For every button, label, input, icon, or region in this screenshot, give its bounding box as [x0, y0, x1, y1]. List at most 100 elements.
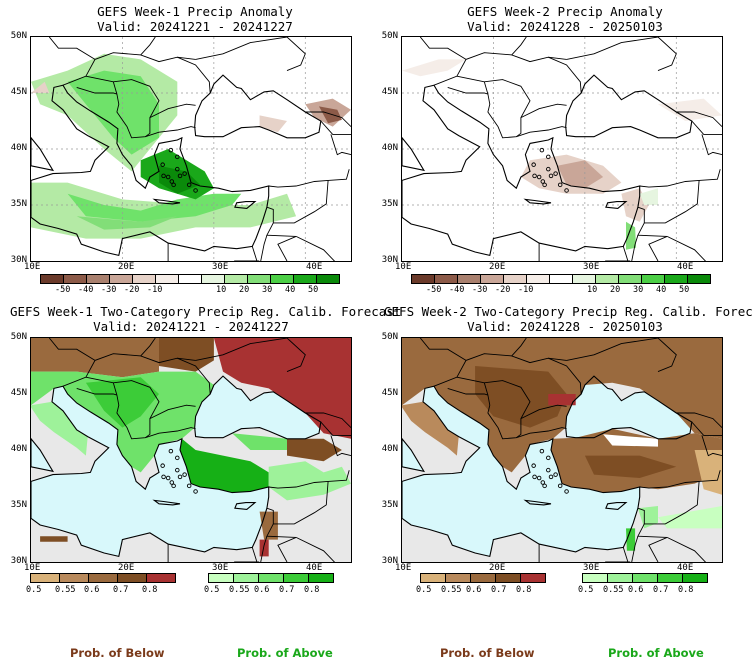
- prob-below-label-week1: Prob. of Below: [70, 646, 165, 660]
- prob-tick-label: 0.6: [466, 585, 482, 595]
- colorbar-tick-label: 40: [656, 285, 667, 295]
- colorbar-tick-label: -40: [78, 285, 94, 295]
- colorbar-swatch: [549, 274, 573, 284]
- prob-tick-label: 0.7: [491, 585, 507, 595]
- colorbar-swatch: [30, 573, 60, 583]
- prob-tick-label: 0.55: [55, 585, 76, 595]
- lat-label: 45N: [10, 388, 27, 398]
- map-week1-anomaly: [30, 36, 352, 262]
- lat-label: 50N: [381, 332, 398, 342]
- colorbar-swatch: [178, 274, 202, 284]
- colorbar-swatch: [470, 573, 496, 583]
- prob-above-label-week1: Prob. of Above: [237, 646, 333, 660]
- colorbar-tick-label: -50: [426, 285, 442, 295]
- colorbar-swatch: [503, 274, 527, 284]
- colorbar-swatch: [293, 274, 317, 284]
- colorbar-swatch: [520, 573, 546, 583]
- colorbar-swatch: [572, 274, 596, 284]
- lat-label: 35N: [10, 199, 27, 209]
- map-week1-probability: [30, 337, 352, 563]
- colorbar-swatch: [146, 573, 176, 583]
- lon-label: 40E: [306, 563, 323, 573]
- lon-label: 20E: [118, 262, 135, 272]
- lon-label: 30E: [583, 262, 600, 272]
- lat-label: 30N: [381, 556, 398, 566]
- panel-2-title-text: GEFS Week-2 Precip Anomaly: [467, 4, 663, 19]
- colorbar-swatch: [258, 573, 284, 583]
- colorbar-swatch: [657, 573, 683, 583]
- prob-above-colorbar-week1: [208, 573, 334, 583]
- colorbar-swatch: [283, 573, 309, 583]
- colorbar-tick-label: 10: [216, 285, 227, 295]
- colorbar-swatch: [63, 274, 87, 284]
- colorbar-tick-label: 40: [285, 285, 296, 295]
- colorbar-tick-label: -30: [472, 285, 488, 295]
- lat-label: 45N: [381, 87, 398, 97]
- colorbar-tick-label: 30: [262, 285, 273, 295]
- lon-label: 30E: [212, 563, 229, 573]
- lon-label: 10E: [24, 262, 41, 272]
- lat-label: 30N: [381, 255, 398, 265]
- colorbar-tick-label: -20: [495, 285, 511, 295]
- colorbar-swatch: [247, 274, 271, 284]
- colorbar-swatch: [526, 274, 550, 284]
- colorbar-swatch: [233, 573, 259, 583]
- colorbar-tick-label: 30: [633, 285, 644, 295]
- colorbar-tick-label: -10: [518, 285, 534, 295]
- colorbar-swatch: [632, 573, 658, 583]
- lat-label: 40N: [381, 143, 398, 153]
- anomaly-colorbar-week1: [40, 274, 340, 284]
- colorbar-swatch: [155, 274, 179, 284]
- lon-label: 40E: [677, 262, 694, 272]
- colorbar-swatch: [607, 573, 633, 583]
- colorbar-swatch: [618, 274, 642, 284]
- colorbar-tick-label: -20: [124, 285, 140, 295]
- panel-3-valid: Valid: 20241221 - 20241227: [93, 319, 289, 334]
- prob-tick-label: 0.5: [204, 585, 220, 595]
- lon-label: 10E: [395, 262, 412, 272]
- colorbar-tick-label: -30: [101, 285, 117, 295]
- lon-label: 20E: [489, 262, 506, 272]
- lat-label: 35N: [381, 199, 398, 209]
- colorbar-tick-label: 50: [308, 285, 319, 295]
- lon-label: 20E: [118, 563, 135, 573]
- prob-tick-label: 0.8: [516, 585, 532, 595]
- colorbar-swatch: [109, 274, 133, 284]
- colorbar-swatch: [132, 274, 156, 284]
- map-week2-probability: [401, 337, 723, 563]
- prob-tick-label: 0.55: [229, 585, 250, 595]
- lon-label: 20E: [489, 563, 506, 573]
- colorbar-swatch: [308, 573, 334, 583]
- prob-above-label-week2: Prob. of Above: [608, 646, 704, 660]
- prob-tick-label: 0.7: [113, 585, 129, 595]
- prob-tick-label: 0.6: [628, 585, 644, 595]
- lat-label: 45N: [10, 87, 27, 97]
- lat-label: 30N: [10, 556, 27, 566]
- prob-tick-label: 0.5: [26, 585, 42, 595]
- colorbar-swatch: [445, 573, 471, 583]
- lon-label: 10E: [395, 563, 412, 573]
- prob-tick-label: 0.7: [279, 585, 295, 595]
- lon-label: 30E: [212, 262, 229, 272]
- colorbar-tick-label: -40: [449, 285, 465, 295]
- lat-label: 40N: [10, 444, 27, 454]
- prob-tick-label: 0.55: [603, 585, 624, 595]
- panel-4-valid: Valid: 20241228 - 20250103: [467, 319, 663, 334]
- prob-tick-label: 0.5: [578, 585, 594, 595]
- anomaly-colorbar-week2: [411, 274, 711, 284]
- colorbar-swatch: [582, 573, 608, 583]
- colorbar-swatch: [86, 274, 110, 284]
- colorbar-swatch: [420, 573, 446, 583]
- panel-3-title-text: GEFS Week-1 Two-Category Precip Reg. Cal…: [10, 304, 402, 319]
- colorbar-swatch: [687, 274, 711, 284]
- prob-tick-label: 0.8: [304, 585, 320, 595]
- panel-2-title: GEFS Week-2 Precip Anomaly Valid: 202412…: [400, 4, 730, 34]
- lon-label: 10E: [24, 563, 41, 573]
- colorbar-tick-label: 10: [587, 285, 598, 295]
- lat-label: 50N: [381, 31, 398, 41]
- prob-tick-label: 0.7: [653, 585, 669, 595]
- prob-below-colorbar-week2: [420, 573, 546, 583]
- colorbar-swatch: [595, 274, 619, 284]
- prob-tick-label: 0.6: [84, 585, 100, 595]
- colorbar-tick-label: -10: [147, 285, 163, 295]
